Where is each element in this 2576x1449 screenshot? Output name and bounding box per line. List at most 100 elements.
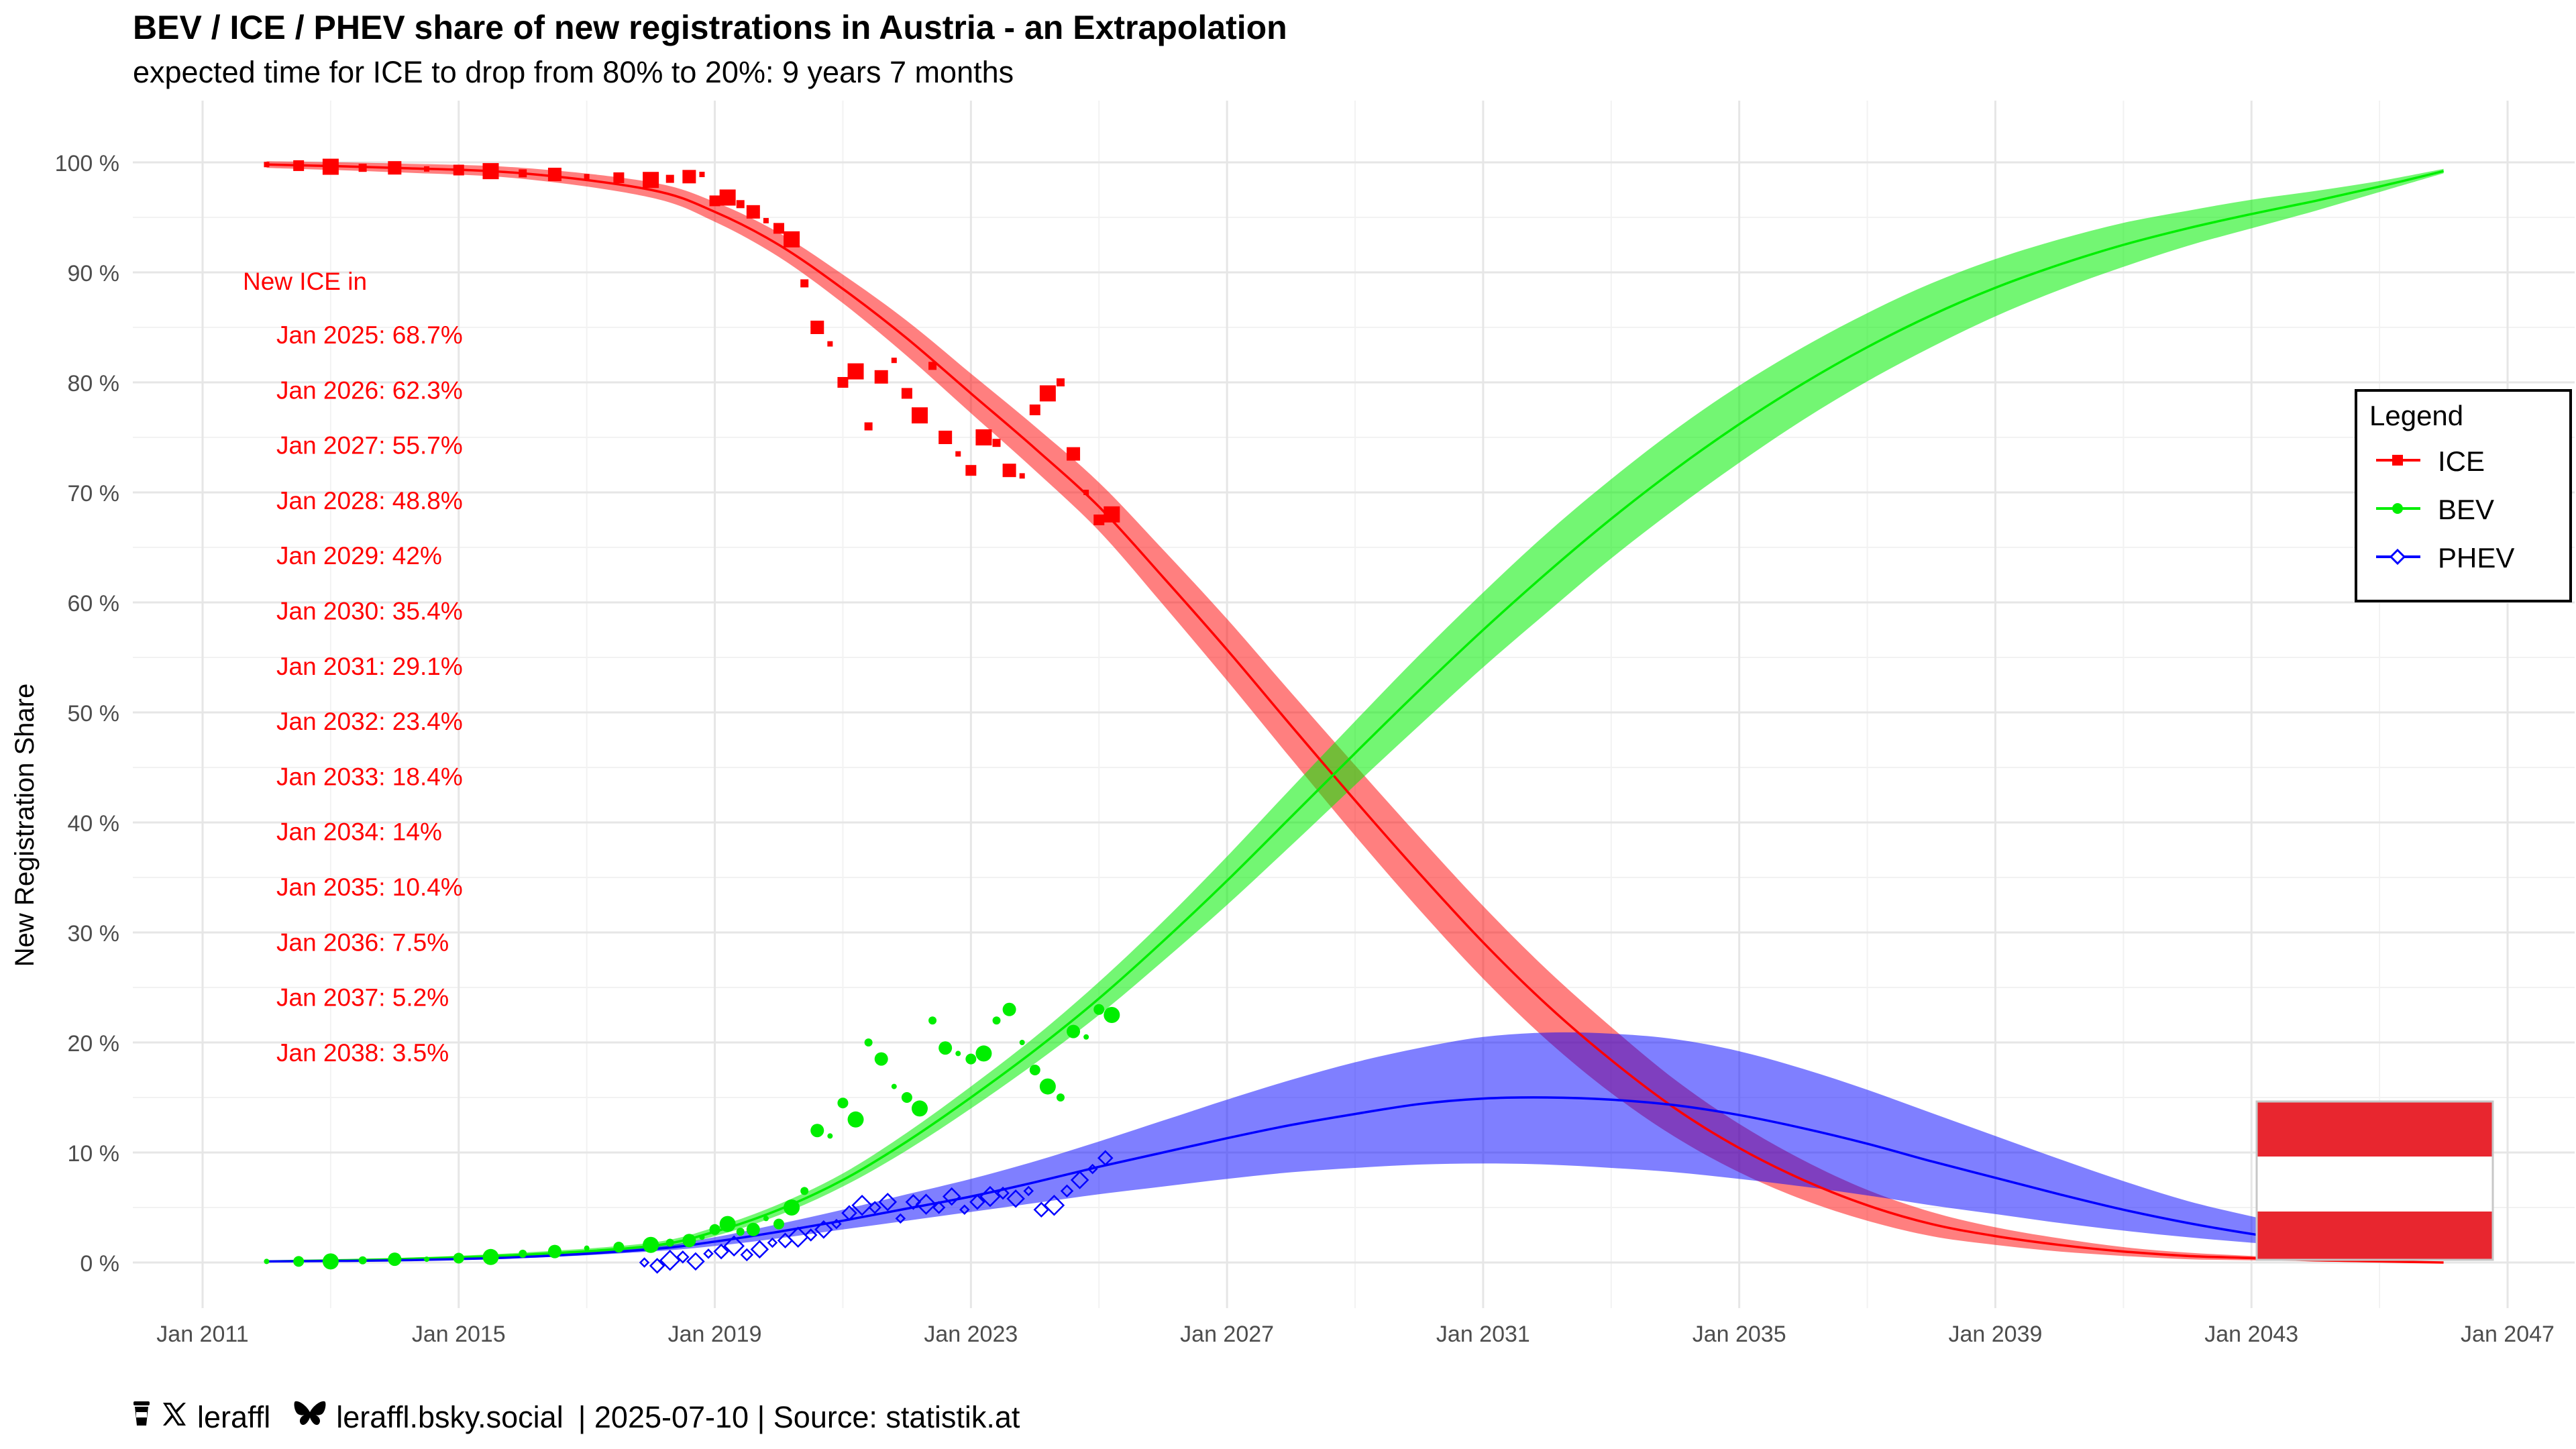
austria-flag (2255, 1100, 2494, 1261)
phev-point (740, 1248, 754, 1262)
ice-point (837, 377, 849, 388)
phev-point (686, 1252, 705, 1271)
bev-point (264, 1258, 270, 1265)
band-phev (266, 1032, 2380, 1262)
ice-point (827, 341, 833, 347)
legend: Legend ICE BEV PHEV (2355, 389, 2572, 602)
phev-point (1006, 1189, 1025, 1208)
phev-point (915, 1193, 937, 1215)
chart-title: BEV / ICE / PHEV share of new registrati… (133, 9, 1287, 46)
ice-point (955, 451, 961, 457)
phev-point (895, 1213, 906, 1224)
y-tick-label: 20 % (68, 1031, 120, 1057)
ice-point (699, 172, 705, 178)
ice-point (293, 160, 305, 171)
x-tick-label: Jan 2047 (2461, 1322, 2555, 1347)
phev-point (979, 1185, 1001, 1208)
ice-forecast-entry: Jan 2028: 48.8% (276, 487, 463, 515)
phev-point (1097, 1150, 1114, 1166)
bev-point (955, 1051, 961, 1057)
phev-point (841, 1205, 857, 1221)
phev-point (942, 1187, 961, 1206)
legend-bev-marker (2376, 503, 2420, 514)
ice-point (482, 163, 499, 180)
ice-point (800, 279, 809, 288)
phev-point (676, 1250, 690, 1264)
phev-point (750, 1240, 769, 1259)
phev-point (814, 1220, 833, 1239)
phev-point (703, 1248, 714, 1259)
bev-point (482, 1248, 499, 1265)
bev-point (699, 1234, 705, 1240)
phev-point (851, 1194, 873, 1216)
bev-point (1067, 1024, 1081, 1038)
flag-stripe-middle (2257, 1157, 2493, 1212)
phev-point (932, 1201, 946, 1214)
bev-point (1029, 1065, 1040, 1075)
bev-point (864, 1038, 873, 1046)
x-tick-label: Jan 2023 (924, 1322, 1018, 1347)
phev-point (868, 1201, 881, 1214)
ice-point (1067, 447, 1081, 461)
phev-point (767, 1237, 778, 1248)
bev-point (613, 1242, 625, 1253)
x-tick-label: Jan 2011 (156, 1322, 248, 1347)
bev-point (891, 1083, 897, 1089)
chart-subtitle: expected time for ICE to drop from 80% t… (133, 55, 1014, 89)
ice-point (322, 158, 339, 175)
bev-point (388, 1252, 402, 1267)
bev-point (773, 1218, 784, 1230)
ice-point (874, 370, 888, 384)
phev-point (1043, 1194, 1065, 1216)
ice-forecast-entry: Jan 2030: 35.4% (276, 598, 463, 625)
bev-point (965, 1053, 977, 1065)
y-tick-label: 40 % (68, 811, 120, 837)
phev-point (713, 1243, 729, 1260)
ice-forecast-entry: Jan 2031: 29.1% (276, 653, 463, 680)
ice-point (975, 429, 992, 445)
ice-point (864, 422, 873, 431)
bev-point (784, 1199, 800, 1216)
ice-point (519, 169, 527, 178)
ice-point (784, 231, 800, 248)
bev-point (322, 1253, 339, 1270)
bev-point (424, 1256, 430, 1263)
observed-points (264, 158, 1120, 1274)
butterfly-icon (293, 1399, 327, 1436)
ice-point (1056, 378, 1065, 386)
legend-title: Legend (2369, 400, 2464, 431)
ice-point (453, 164, 464, 176)
ice-forecast-entry: Jan 2035: 10.4% (276, 873, 463, 901)
bev-point (709, 1224, 720, 1235)
ice-point (358, 164, 367, 172)
y-tick-label: 100 % (55, 151, 119, 176)
bev-point (643, 1236, 659, 1253)
ice-point (1019, 473, 1025, 479)
ice-point (1039, 385, 1056, 402)
legend-ice-label: ICE (2438, 445, 2485, 477)
phev-point (996, 1186, 1010, 1200)
phev-point (639, 1257, 650, 1268)
ice-forecast-entry: Jan 2027: 55.7% (276, 432, 463, 460)
bev-point (746, 1222, 760, 1236)
legend-item-phev: PHEV (2367, 537, 2568, 577)
ice-point (746, 205, 760, 219)
legend-item-ice: ICE (2367, 440, 2568, 480)
phev-point (831, 1218, 842, 1230)
ice-point (613, 172, 625, 183)
ice-point (810, 321, 824, 334)
phev-point (1070, 1171, 1089, 1189)
ice-point (928, 362, 937, 370)
bev-point (763, 1216, 769, 1222)
flag-stripe-top (2257, 1102, 2493, 1157)
ice-point (773, 223, 784, 234)
ice-forecast-entry: Jan 2029: 42% (276, 542, 442, 570)
bev-point (874, 1052, 888, 1066)
ice-point (992, 439, 1001, 447)
x-tick-label: Jan 2031 (1436, 1322, 1530, 1347)
ice-point (264, 162, 270, 168)
y-axis-label: New Registration Share (10, 684, 40, 967)
bev-point (584, 1245, 590, 1251)
ice-forecast-entry: Jan 2032: 23.4% (276, 708, 463, 735)
